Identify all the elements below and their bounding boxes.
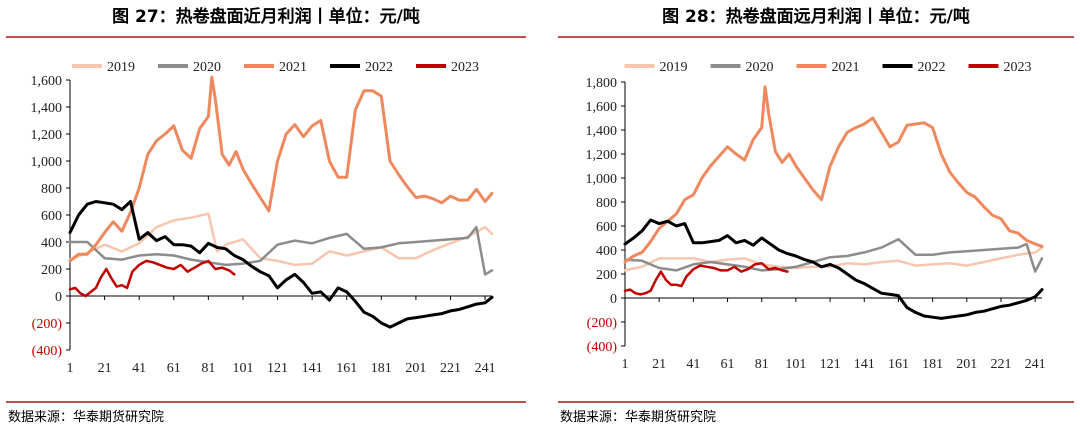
legend-label-2022: 2022: [365, 60, 393, 75]
series-line-2022: [68, 200, 494, 329]
y-tick-label: (400): [587, 340, 618, 355]
x-tick-label: 141: [854, 357, 875, 372]
y-tick-label: 1,000: [31, 155, 63, 170]
x-tick-label: 201: [405, 361, 426, 376]
series-line-2023: [68, 259, 236, 298]
line-chart-far-month: 2019 2020 2021 2022 2023 1,800 1,600 1,400 1,200…: [586, 60, 1046, 372]
series-line-2019: [623, 246, 1044, 272]
top-divider: [6, 36, 526, 38]
x-tick-label: 61: [721, 357, 735, 372]
legend-label-2019: 2019: [660, 60, 688, 75]
series-line-2021: [68, 75, 494, 263]
x-tick-label: 1: [622, 357, 629, 372]
y-tick-label: 1,400: [586, 124, 618, 139]
y-tick-label: 800: [596, 196, 617, 211]
y-tick-label: 200: [41, 263, 62, 278]
legend-label-2020: 2020: [193, 60, 221, 75]
x-tick-label: 181: [922, 357, 943, 372]
y-tick-label: 1,200: [31, 128, 63, 143]
legend-label-2020: 2020: [746, 60, 774, 75]
y-tick-label: 1,600: [586, 100, 618, 115]
bottom-divider: [558, 401, 1074, 403]
series-line-2019: [68, 212, 494, 267]
series-line-2021: [623, 85, 1044, 264]
x-tick-label: 61: [167, 361, 181, 376]
y-tick-label: 800: [41, 182, 62, 197]
legend-label-2021: 2021: [279, 60, 307, 75]
chart-panel-far-month: 图 28：热卷盘面远月利润丨单位：元/吨 2019 2020 2021 2022 202…: [552, 0, 1080, 429]
y-tick-label: 0: [55, 290, 62, 305]
y-tick-label: 1,600: [31, 74, 63, 89]
y-tick-label: 400: [596, 244, 617, 259]
chart-title: 图 28：热卷盘面远月利润丨单位：元/吨: [662, 7, 970, 27]
series-line-2020: [68, 225, 494, 276]
bottom-divider: [6, 401, 526, 403]
y-tick-label: 1,000: [586, 172, 618, 187]
x-tick-label: 81: [755, 357, 769, 372]
line-chart-near-month: 2019 2020 2021 2022 2023 1,600 1,400 1,200 1,000…: [31, 60, 496, 376]
x-tick-label: 101: [785, 357, 806, 372]
x-tick-label: 121: [267, 361, 288, 376]
x-tick-label: 241: [1025, 357, 1046, 372]
x-tick-label: 201: [956, 357, 977, 372]
x-tick-label: 21: [652, 357, 666, 372]
x-tick-label: 141: [302, 361, 323, 376]
x-tick-label: 221: [990, 357, 1011, 372]
x-tick-label: 121: [820, 357, 841, 372]
y-tick-label: (200): [32, 317, 63, 332]
y-tick-label: 600: [41, 209, 62, 224]
x-tick-label: 21: [98, 361, 112, 376]
x-tick-label: 101: [232, 361, 253, 376]
y-tick-label: (400): [32, 344, 63, 359]
y-tick-label: (200): [587, 316, 618, 331]
legend-label-2023: 2023: [451, 60, 479, 75]
y-tick-label: 1,200: [586, 148, 618, 163]
chart-legend: 2019 2020 2021 2022 2023: [624, 60, 1032, 75]
data-source: 数据来源：华泰期货研究院: [560, 410, 717, 425]
series-line-2023: [623, 261, 789, 296]
chart-title: 图 27：热卷盘面近月利润丨单位：元/吨: [112, 7, 420, 27]
x-tick-label: 241: [475, 361, 496, 376]
y-tick-label: 0: [610, 292, 617, 307]
series-line-2022: [623, 218, 1044, 320]
top-divider: [558, 36, 1074, 38]
y-tick-label: 1,800: [586, 76, 618, 91]
x-tick-label: 161: [888, 357, 909, 372]
x-tick-label: 41: [132, 361, 146, 376]
data-source: 数据来源：华泰期货研究院: [8, 410, 165, 425]
y-tick-label: 600: [596, 220, 617, 235]
x-tick-label: 181: [371, 361, 392, 376]
y-tick-label: 400: [41, 236, 62, 251]
x-tick-label: 1: [67, 361, 74, 376]
legend-label-2023: 2023: [1004, 60, 1032, 75]
chart-legend: 2019 2020 2021 2022 2023: [72, 60, 479, 75]
x-tick-label: 41: [686, 357, 700, 372]
y-tick-label: 1,400: [31, 101, 63, 116]
y-tick-label: 200: [596, 268, 617, 283]
legend-label-2021: 2021: [832, 60, 860, 75]
legend-label-2019: 2019: [107, 60, 135, 75]
x-tick-label: 161: [336, 361, 357, 376]
series-line-2020: [623, 237, 1044, 273]
x-tick-label: 81: [201, 361, 215, 376]
chart-panel-near-month: 图 27：热卷盘面近月利润丨单位：元/吨 2019 2020 2021 2022 202…: [0, 0, 532, 429]
legend-label-2022: 2022: [918, 60, 946, 75]
x-tick-label: 221: [440, 361, 461, 376]
